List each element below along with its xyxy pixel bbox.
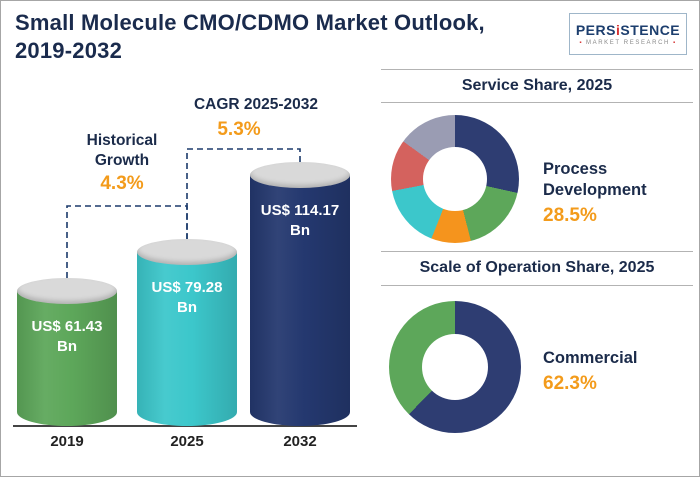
divider-top-scale bbox=[381, 251, 693, 252]
brand-name-accent: i bbox=[615, 22, 621, 38]
divider-bottom-service bbox=[381, 102, 693, 103]
scale-share-donut bbox=[389, 301, 521, 433]
cylinder-cap bbox=[137, 239, 237, 265]
bar-value-label: US$ 61.43 Bn bbox=[31, 318, 103, 356]
cagr-value: 5.3% bbox=[217, 119, 261, 140]
page-title: Small Molecule CMO/CDMO Market Outlook, … bbox=[15, 9, 485, 65]
process-development-value: 28.5% bbox=[543, 205, 597, 226]
title-line-1: Small Molecule CMO/CDMO Market Outlook, bbox=[15, 10, 485, 35]
cylinder-cap bbox=[250, 162, 350, 188]
bar-value-label: US$ 79.28 Bn bbox=[151, 279, 223, 317]
historical-growth-label: Historical Growth bbox=[86, 132, 158, 170]
commercial-value: 62.3% bbox=[543, 373, 597, 394]
process-development-label: Process Development bbox=[543, 160, 647, 200]
x-axis-label-2019: 2019 bbox=[50, 433, 84, 450]
service-share-donut bbox=[391, 115, 519, 243]
scale-share-title: Scale of Operation Share, 2025 bbox=[419, 259, 655, 276]
x-axis-label-2025: 2025 bbox=[170, 433, 204, 450]
brand-logo: PERSiSTENCE MARKET RESEARCH bbox=[569, 13, 687, 55]
brand-subtitle: MARKET RESEARCH bbox=[576, 40, 679, 46]
divider-bottom-scale bbox=[381, 285, 693, 286]
bar-value-label: US$ 114.17 Bn bbox=[260, 202, 340, 240]
commercial-label: Commercial bbox=[543, 349, 638, 367]
bar-2019: US$ 61.43 Bn bbox=[17, 278, 117, 426]
cagr-label: CAGR 2025-2032 bbox=[193, 96, 319, 113]
brand-name-pre: PERS bbox=[575, 22, 616, 38]
brand-name: PERSiSTENCE bbox=[576, 22, 680, 38]
cylinder-cap bbox=[17, 278, 117, 304]
service-share-title: Service Share, 2025 bbox=[461, 77, 613, 94]
bar-2025: US$ 79.28 Bn bbox=[137, 239, 237, 426]
historical-growth-value: 4.3% bbox=[100, 173, 144, 194]
title-line-2: 2019-2032 bbox=[15, 38, 123, 64]
brand-name-post: STENCE bbox=[620, 22, 681, 38]
donut-hole bbox=[423, 147, 487, 211]
donut-hole bbox=[422, 334, 488, 400]
x-axis-line bbox=[13, 425, 357, 427]
bar-2032: US$ 114.17 Bn bbox=[250, 162, 350, 426]
x-axis-label-2032: 2032 bbox=[283, 433, 317, 450]
divider-top-service bbox=[381, 69, 693, 70]
